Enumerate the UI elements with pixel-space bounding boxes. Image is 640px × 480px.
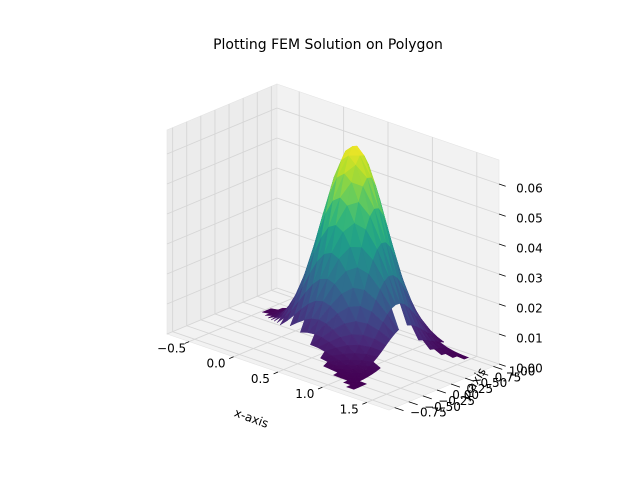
x-tick-label: −0.5 bbox=[157, 342, 186, 356]
chart-title: Plotting FEM Solution on Polygon bbox=[213, 37, 443, 53]
z-gridline bbox=[166, 167, 278, 215]
y-tick bbox=[394, 407, 404, 412]
z-gridline bbox=[166, 107, 278, 155]
y-gridline bbox=[200, 319, 423, 397]
z-tick bbox=[498, 303, 506, 307]
x-tick bbox=[184, 341, 190, 344]
x-gridline bbox=[322, 340, 433, 388]
y-tick-label: 0.00 bbox=[452, 388, 479, 402]
y-tick-label: −0.25 bbox=[438, 394, 475, 408]
x-tick-label: 1.0 bbox=[295, 387, 314, 401]
x-tick bbox=[273, 371, 279, 375]
z-gridline bbox=[166, 287, 278, 335]
y-tick bbox=[493, 365, 503, 370]
surface-face bbox=[445, 353, 458, 358]
z-tick bbox=[498, 213, 506, 217]
y-gridline bbox=[186, 325, 409, 403]
surface-face bbox=[422, 339, 435, 350]
y-tick bbox=[479, 371, 489, 376]
y-tick-label: 0.50 bbox=[481, 376, 508, 390]
z-tick-label: 0.03 bbox=[516, 271, 543, 285]
surface-face bbox=[411, 324, 424, 341]
y-tick-label: 0.25 bbox=[466, 382, 493, 396]
x-tick bbox=[229, 356, 234, 360]
y-tick-label: 0.75 bbox=[495, 370, 522, 384]
y-tick-label: 1.00 bbox=[509, 364, 536, 378]
y-tick bbox=[422, 395, 432, 400]
z-tick bbox=[498, 363, 506, 367]
z-gridline bbox=[166, 227, 278, 275]
surface-face bbox=[399, 303, 412, 326]
z-tick-label: 0.02 bbox=[516, 301, 543, 315]
x-tick-label: 1.5 bbox=[340, 402, 359, 416]
z-tick bbox=[498, 273, 506, 277]
y-axis-ticks: −0.75−0.50−0.250.000.250.500.751.00 bbox=[394, 364, 536, 420]
z-tick-label: 0.06 bbox=[516, 181, 543, 195]
x-axis-ticks: −0.5 0.0 0.5 1.0 1.5 bbox=[157, 341, 367, 416]
z-tick-label: 0.05 bbox=[516, 211, 543, 225]
y-tick bbox=[436, 389, 446, 394]
z-gridline bbox=[166, 197, 278, 245]
y-tick bbox=[450, 383, 461, 388]
z-tick-label: 0.04 bbox=[516, 241, 543, 255]
y-tick bbox=[465, 377, 475, 382]
y-tick-label: −0.50 bbox=[424, 400, 461, 414]
z-tick bbox=[498, 243, 506, 247]
x-tick bbox=[362, 402, 367, 405]
z-gridline bbox=[276, 167, 500, 245]
z-tick bbox=[498, 333, 506, 337]
z-tick-label: 0.00 bbox=[516, 361, 543, 375]
surface-face bbox=[346, 386, 359, 390]
x-gridline bbox=[189, 295, 300, 343]
z-tick bbox=[498, 183, 506, 187]
z-tick-label: 0.01 bbox=[516, 331, 543, 345]
z-gridline bbox=[166, 257, 278, 305]
z-gridline bbox=[276, 107, 500, 185]
surface-mesh bbox=[262, 145, 469, 390]
x-tick-label: 0.5 bbox=[251, 372, 270, 386]
z-gridline bbox=[166, 137, 278, 185]
y-tick-label: −0.75 bbox=[410, 406, 447, 420]
surface-face bbox=[456, 355, 469, 360]
y-tick bbox=[408, 401, 418, 406]
x-axis-label: x-axis bbox=[232, 406, 270, 431]
y-gridline bbox=[172, 331, 395, 409]
z-axis-ticks: 0.00 0.01 0.02 0.03 0.04 0.05 0.06 bbox=[498, 181, 543, 375]
x-tick-label: 0.0 bbox=[206, 357, 225, 371]
x-gridline bbox=[366, 355, 477, 403]
surface-face bbox=[434, 348, 447, 356]
x-tick bbox=[317, 386, 323, 390]
z-gridline bbox=[276, 137, 500, 215]
